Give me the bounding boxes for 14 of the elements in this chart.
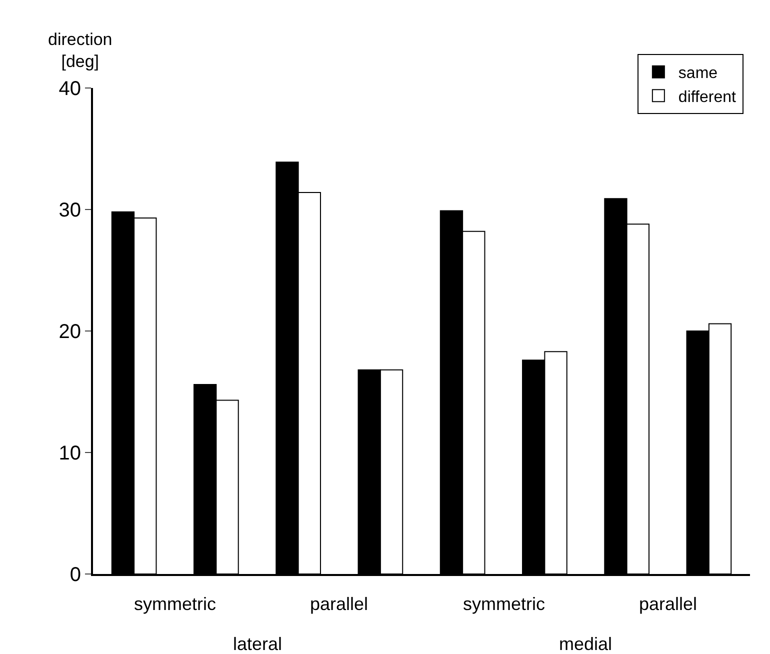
y-tick-label: 0	[70, 564, 81, 586]
y-tick-label: 10	[58, 442, 81, 464]
text: symmetric	[463, 594, 545, 614]
y-tick-label: 30	[58, 200, 81, 222]
legend-label: same	[678, 65, 718, 82]
text: parallel	[310, 594, 368, 614]
text: medial	[559, 634, 612, 654]
text: symmetric	[134, 594, 216, 614]
text: lateral	[233, 634, 282, 654]
y-axis-title: direction [deg]	[48, 30, 112, 72]
y-tick-label: 40	[58, 78, 81, 100]
text: parallel	[639, 594, 698, 614]
y-tick-label: 20	[58, 321, 81, 343]
legend-label: different	[678, 88, 737, 106]
